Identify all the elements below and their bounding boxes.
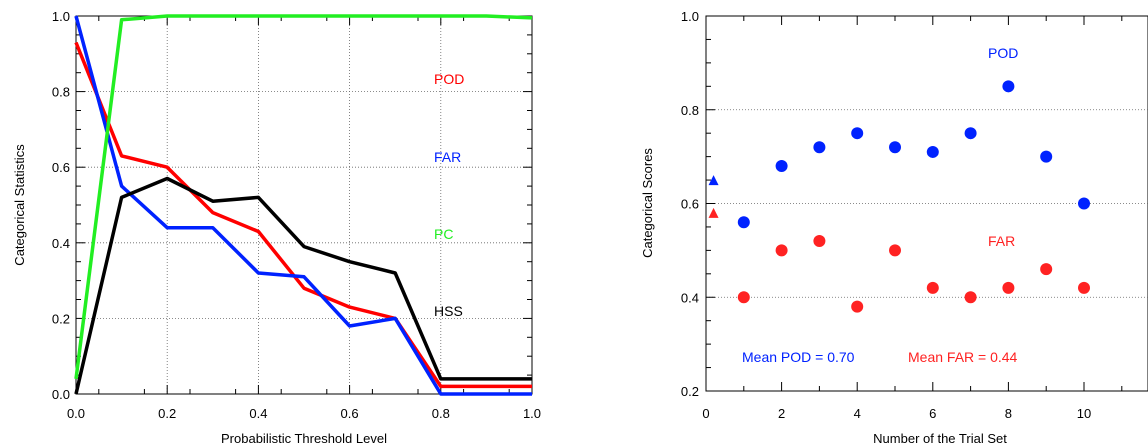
left-series-label-far: FAR bbox=[434, 149, 461, 165]
right-points bbox=[708, 80, 1090, 313]
left-x-tick-label: 0.0 bbox=[67, 406, 85, 421]
right-point-pod bbox=[813, 141, 826, 154]
left-series-label-pc: PC bbox=[434, 226, 453, 242]
right-y-tick-label: 0.2 bbox=[681, 384, 699, 399]
right-y-tick-label: 1.0 bbox=[681, 9, 699, 24]
right-x-tick-label: 4 bbox=[854, 406, 861, 421]
right-point-far bbox=[851, 300, 864, 313]
right-x-tick-label: 8 bbox=[1005, 406, 1012, 421]
left-x-tick-label: 0.4 bbox=[249, 406, 267, 421]
left-series-line-pod bbox=[74, 41, 532, 389]
left-y-tick-label: 1.0 bbox=[52, 9, 70, 24]
left-y-tick-label: 0.2 bbox=[52, 311, 70, 326]
left-x-tick-label: 0.8 bbox=[432, 406, 450, 421]
right-series-labels: POD FAR bbox=[988, 45, 1018, 249]
left-series-line-hss bbox=[74, 176, 532, 395]
left-x-tick-label: 1.0 bbox=[523, 406, 541, 421]
right-point-pod bbox=[775, 160, 788, 172]
right-y-tick-label: 0.8 bbox=[681, 103, 699, 118]
right-x-tick-label: 2 bbox=[778, 406, 785, 421]
left-series-line-pc bbox=[74, 14, 533, 380]
right-y-tick-label: 0.4 bbox=[681, 290, 699, 305]
right-x-tick-label: 6 bbox=[929, 406, 936, 421]
right-point-far bbox=[1078, 281, 1090, 294]
right-point-pod bbox=[964, 127, 977, 140]
right-point-pod bbox=[926, 145, 939, 158]
right-point-far bbox=[737, 291, 750, 304]
left-lines bbox=[74, 14, 533, 396]
right-point-far bbox=[926, 281, 939, 294]
left-series-label-pod: POD bbox=[434, 71, 464, 87]
left-y-tick-label: 0.0 bbox=[52, 387, 70, 402]
left-series-label-hss: HSS bbox=[434, 303, 463, 319]
left-ticks: 0.0 0.2 0.4 0.6 0.8 1.0 0.0 0.2 0.4 0.6 0.8 1.0 bbox=[52, 9, 541, 421]
right-mean-far-annotation: Mean FAR = 0.44 bbox=[908, 349, 1018, 365]
right-mean-triangle bbox=[708, 175, 719, 186]
left-y-axis-label: Categorical Statistics bbox=[12, 144, 27, 266]
left-series-labels: POD FAR PC HSS bbox=[434, 71, 464, 319]
right-point-pod bbox=[1078, 197, 1090, 210]
right-point-far bbox=[1002, 281, 1015, 294]
left-y-tick-label: 0.6 bbox=[52, 160, 70, 175]
right-point-far bbox=[964, 291, 977, 304]
left-x-tick-label: 0.2 bbox=[158, 406, 176, 421]
right-x-tick-label: 0 bbox=[702, 406, 709, 421]
right-mean-pod-annotation: Mean POD = 0.70 bbox=[742, 349, 855, 365]
right-point-pod bbox=[1040, 150, 1053, 163]
left-x-tick-label: 0.6 bbox=[341, 406, 359, 421]
right-ticks: 0 2 4 6 8 10 0.2 0.4 0.6 0.8 1.0 bbox=[681, 9, 1123, 421]
right-point-far bbox=[813, 235, 826, 247]
right-point-pod bbox=[737, 216, 750, 229]
left-grid bbox=[76, 16, 532, 394]
right-y-tick-label: 0.6 bbox=[681, 197, 699, 212]
left-series-line-far bbox=[74, 15, 532, 396]
right-x-axis-label: Number of the Trial Set bbox=[873, 431, 1007, 446]
right-point-pod bbox=[851, 127, 864, 140]
right-series-label-pod: POD bbox=[988, 45, 1018, 61]
right-point-pod bbox=[1002, 80, 1015, 93]
left-y-tick-label: 0.8 bbox=[52, 85, 70, 100]
right-point-far bbox=[889, 244, 901, 257]
right-y-axis-label: Categorical Scores bbox=[640, 148, 655, 258]
right-mean-triangle bbox=[708, 207, 719, 218]
right-x-tick-label: 10 bbox=[1077, 406, 1091, 421]
right-point-far bbox=[775, 244, 788, 257]
trial-set-scores-chart: 0 2 4 6 8 10 0.2 0.4 0.6 0.8 1.0 POD FAR Mean POD =… bbox=[640, 9, 1148, 446]
left-y-tick-label: 0.4 bbox=[52, 236, 70, 251]
right-point-far bbox=[1040, 263, 1053, 276]
left-x-axis-label: Probabilistic Threshold Level bbox=[221, 431, 387, 446]
threshold-stats-chart: 0.0 0.2 0.4 0.6 0.8 1.0 0.0 0.2 0.4 0.6 0.8 1.0 POD… bbox=[12, 9, 541, 446]
right-series-label-far: FAR bbox=[988, 233, 1015, 249]
right-point-pod bbox=[889, 141, 901, 154]
